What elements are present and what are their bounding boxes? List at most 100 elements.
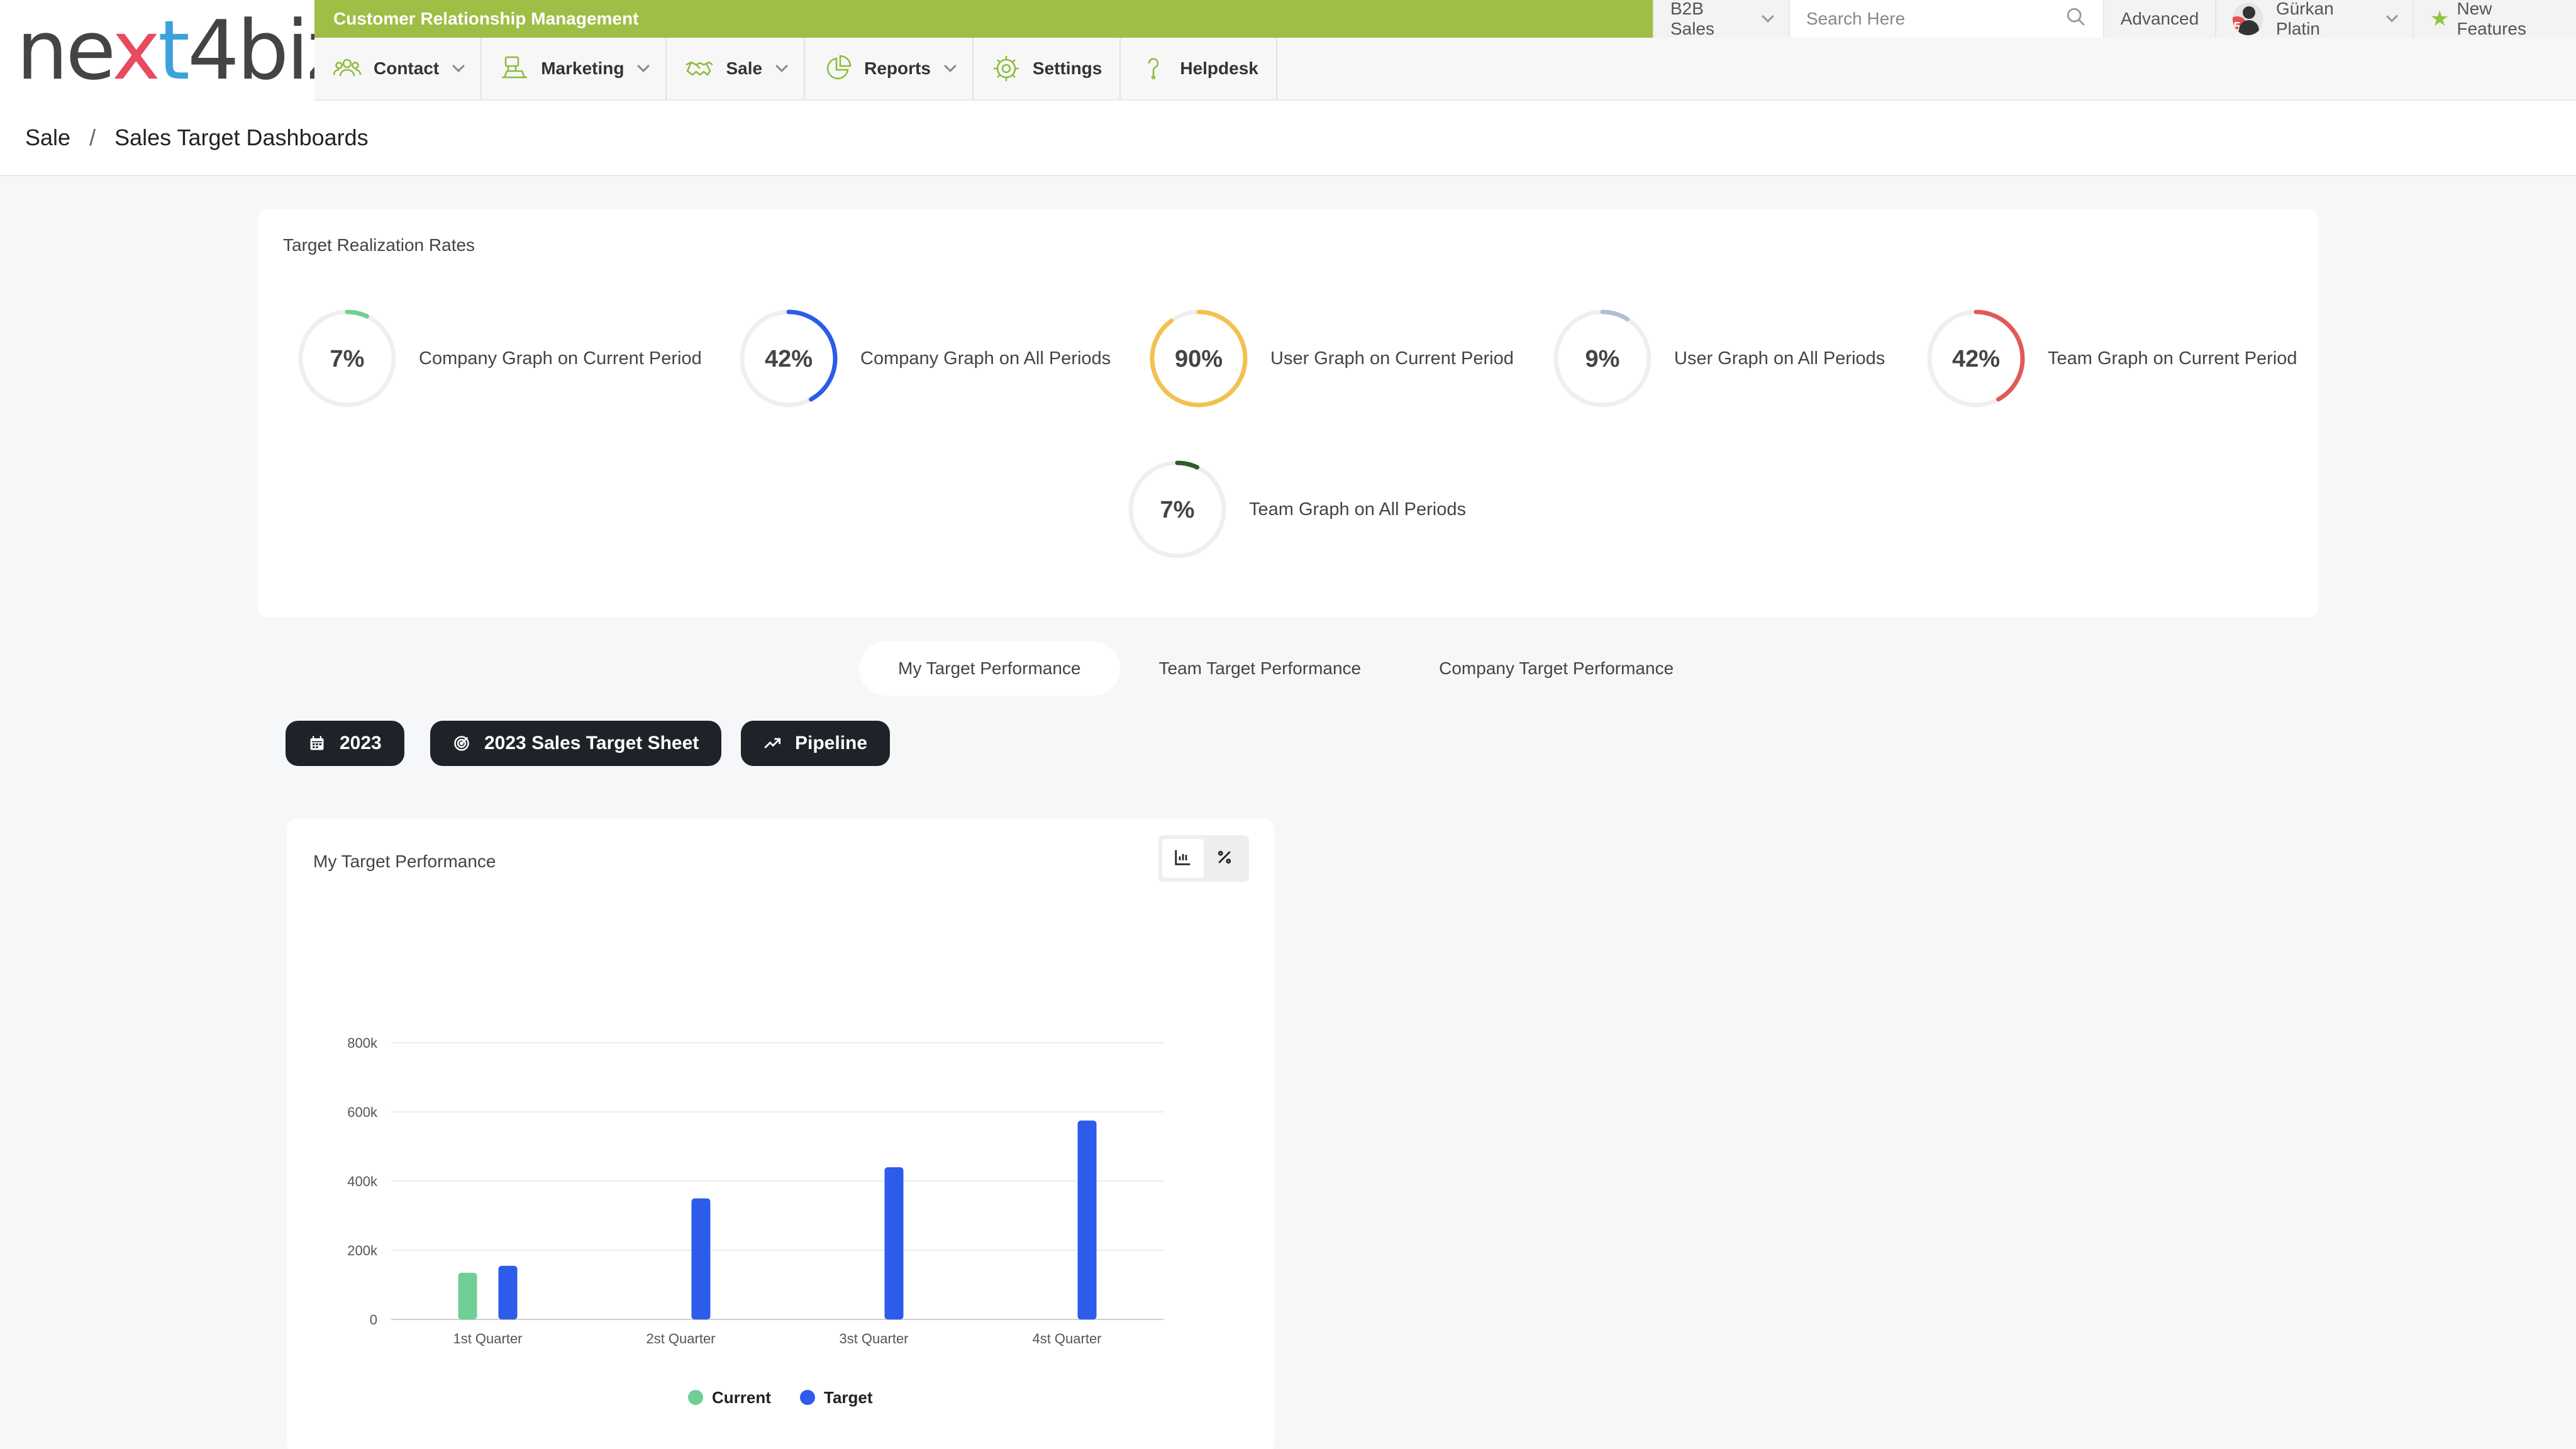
users-icon <box>332 53 362 84</box>
x-tick-label: 2st Quarter <box>646 1331 715 1346</box>
tab-my-target[interactable]: My Target Performance <box>859 641 1120 696</box>
chevron-down-icon <box>2385 10 2398 23</box>
nav-settings[interactable]: Settings <box>974 38 1121 99</box>
handshake-icon <box>684 53 714 84</box>
legend-label[interactable]: Current <box>712 1388 771 1407</box>
gauge-user-current[interactable]: 90% User Graph on Current Period <box>1148 308 1514 409</box>
gauge-label: Team Graph on All Periods <box>1249 499 1466 519</box>
main-nav: Contact Marketing Sale Reports Settings … <box>314 38 2576 101</box>
bar-target-4[interactable] <box>1077 1120 1097 1319</box>
nav-contact[interactable]: Contact <box>314 38 482 99</box>
new-features-label: New Features <box>2457 0 2526 38</box>
tab-company-target[interactable]: Company Target Performance <box>1439 658 1674 678</box>
gauge-team-current[interactable]: 42% Team Graph on Current Period <box>1926 308 2297 409</box>
year-filter-button[interactable]: 2023 <box>286 721 404 766</box>
chevron-down-icon <box>1762 10 1774 23</box>
gauge-progress <box>1927 309 2025 408</box>
top-bar: Customer Relationship Management B2B Sal… <box>314 0 2576 38</box>
target-sheet-button[interactable]: 2023 Sales Target Sheet <box>430 721 722 766</box>
x-tick-label: 1st Quarter <box>453 1331 522 1346</box>
year-label: 2023 <box>340 733 382 753</box>
gauge-user-all[interactable]: 9% User Graph on All Periods <box>1552 308 1885 409</box>
legend-label[interactable]: Target <box>824 1388 873 1407</box>
app-logo[interactable]: next4biz <box>16 3 350 98</box>
target-icon <box>453 735 470 752</box>
bar-target-1[interactable] <box>498 1265 518 1319</box>
bar-current-1[interactable] <box>458 1272 477 1319</box>
nav-label: Settings <box>1032 58 1102 78</box>
bar-chart-view-button[interactable] <box>1162 839 1204 878</box>
nav-label: Marketing <box>541 58 625 78</box>
y-tick-label: 800k <box>347 1035 378 1051</box>
legend-marker <box>688 1390 703 1405</box>
workspace-label: B2B Sales <box>1670 0 1715 38</box>
gauge-percent: 9% <box>1585 346 1620 372</box>
y-tick-label: 0 <box>370 1312 377 1328</box>
gauge-progress <box>298 309 396 408</box>
gauge-label: Company Graph on All Periods <box>860 348 1111 369</box>
target-sheet-label: 2023 Sales Target Sheet <box>484 733 699 753</box>
gauge-team-all[interactable]: 7% Team Graph on All Periods <box>1127 459 1466 560</box>
nav-label: Sale <box>726 58 763 78</box>
bar-target-3[interactable] <box>884 1167 904 1319</box>
marketing-icon <box>499 53 530 84</box>
gauge-label: User Graph on Current Period <box>1270 348 1514 369</box>
nav-helpdesk[interactable]: Helpdesk <box>1121 38 1277 99</box>
crm-title: Customer Relationship Management <box>314 0 1653 38</box>
pipeline-button[interactable]: Pipeline <box>741 721 891 766</box>
chevron-down-icon <box>452 60 465 72</box>
gauge-progress <box>740 309 838 408</box>
nav-label: Helpdesk <box>1180 58 1258 78</box>
notification-badge[interactable]: 5 <box>2233 16 2248 35</box>
advanced-search-button[interactable]: Advanced <box>2103 0 2215 38</box>
page-title: Sales Target Dashboards <box>114 125 369 150</box>
percent-icon <box>1215 848 1234 870</box>
nav-marketing[interactable]: Marketing <box>482 38 667 99</box>
breadcrumb-root[interactable]: Sale <box>25 125 71 150</box>
tab-team-target[interactable]: Team Target Performance <box>1158 658 1362 678</box>
new-features-button[interactable]: ★ New Features <box>2412 0 2576 38</box>
gauge-ring: 7% <box>298 309 396 408</box>
star-icon: ★ <box>2430 7 2450 31</box>
bar-target-2[interactable] <box>691 1198 711 1320</box>
my-target-performance-card: 0 200k 400k 600k 800k 1st Quarter 2st Quarter 3… <box>287 819 1274 1449</box>
gauge-progress <box>1128 460 1226 558</box>
pipeline-label: Pipeline <box>795 733 868 753</box>
user-menu[interactable]: 5 Gürkan Platin <box>2215 0 2412 38</box>
gauge-percent: 42% <box>765 346 813 372</box>
legend-marker <box>800 1390 815 1405</box>
gauge-ring: 7% <box>1128 460 1226 558</box>
gauge-label: Team Graph on Current Period <box>2048 348 2297 369</box>
gauge-company-all[interactable]: 42% Company Graph on All Periods <box>738 308 1111 409</box>
target-realization-card: Target Realization Rates 7% Company Grap… <box>258 209 2318 618</box>
nav-sale[interactable]: Sale <box>667 38 806 99</box>
gauge-progress <box>1150 309 1248 408</box>
bar-chart-icon <box>1174 848 1192 870</box>
help-icon <box>1138 53 1169 84</box>
logo-area[interactable]: next4biz <box>0 0 350 101</box>
nav-reports[interactable]: Reports <box>805 38 974 99</box>
gauge-progress <box>1553 309 1652 408</box>
gauge-company-current[interactable]: 7% Company Graph on Current Period <box>297 308 702 409</box>
gauge-label: User Graph on All Periods <box>1674 348 1885 369</box>
nav-label: Contact <box>374 58 440 78</box>
chevron-down-icon <box>775 60 788 72</box>
gauge-ring: 42% <box>740 309 838 408</box>
workspace-select[interactable]: B2B Sales <box>1653 0 1789 38</box>
search-icon[interactable] <box>2065 6 2087 32</box>
user-name: Gürkan Platin <box>2275 0 2334 38</box>
gauge-percent: 7% <box>1160 497 1195 523</box>
advanced-label: Advanced <box>2120 9 2199 28</box>
pie-chart-icon <box>823 53 853 84</box>
percent-view-button[interactable] <box>1204 839 1245 878</box>
search-input[interactable] <box>1806 9 2058 29</box>
gauge-ring: 90% <box>1150 309 1248 408</box>
bar-chart: 0 200k 400k 600k 800k 1st Quarter 2st Quarter 3… <box>347 1035 1163 1407</box>
gauge-label: Company Graph on Current Period <box>419 348 702 369</box>
gear-icon <box>991 53 1021 84</box>
breadcrumb-separator: / <box>89 125 96 150</box>
y-tick-label: 600k <box>347 1104 378 1120</box>
avatar[interactable]: 5 <box>2233 3 2263 35</box>
search-box[interactable] <box>1789 0 2103 38</box>
gauge-ring: 42% <box>1927 309 2025 408</box>
